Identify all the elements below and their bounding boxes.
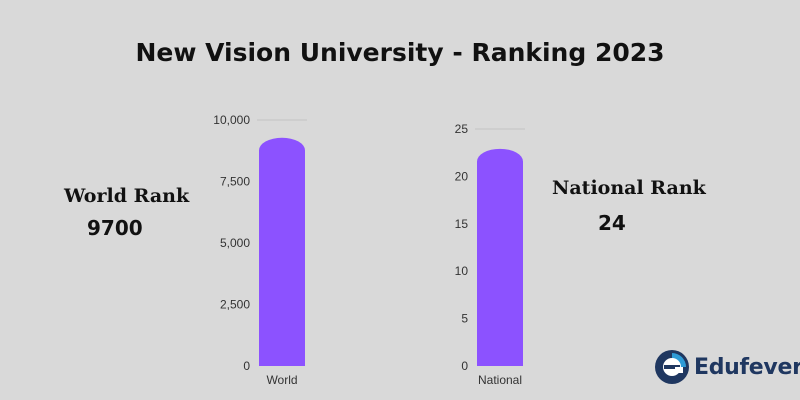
national-rank-value: 24 bbox=[598, 211, 626, 235]
y-tick-label-0-2: 5,000 bbox=[220, 236, 250, 250]
y-tick-label-0-1: 2,500 bbox=[220, 298, 250, 312]
y-tick-label-1-0: 0 bbox=[461, 359, 468, 373]
y-tick-label-0-0: 0 bbox=[243, 359, 250, 373]
brand-name: Edufever bbox=[694, 354, 800, 380]
edufever-logo: Edufever bbox=[654, 348, 800, 386]
x-category-label-national: National bbox=[478, 373, 522, 387]
y-tick-label-1-3: 15 bbox=[455, 217, 469, 231]
bar-world bbox=[259, 137, 305, 366]
y-tick-label-1-4: 20 bbox=[455, 169, 469, 183]
y-tick-label-1-5: 25 bbox=[455, 122, 469, 136]
y-tick-label-1-2: 10 bbox=[455, 264, 469, 278]
world-rank-label: World Rank bbox=[64, 185, 190, 207]
world-rank-value: 9700 bbox=[87, 216, 143, 240]
y-tick-label-0-3: 7,500 bbox=[220, 175, 250, 189]
national-rank-label: National Rank bbox=[552, 177, 706, 199]
y-tick-label-1-1: 5 bbox=[461, 312, 468, 326]
x-category-label-world: World bbox=[266, 373, 297, 387]
chart-title: New Vision University - Ranking 2023 bbox=[135, 38, 665, 67]
bar-national bbox=[477, 148, 523, 366]
y-tick-label-0-4: 10,000 bbox=[213, 113, 250, 127]
edufever-logo-icon bbox=[655, 350, 689, 384]
